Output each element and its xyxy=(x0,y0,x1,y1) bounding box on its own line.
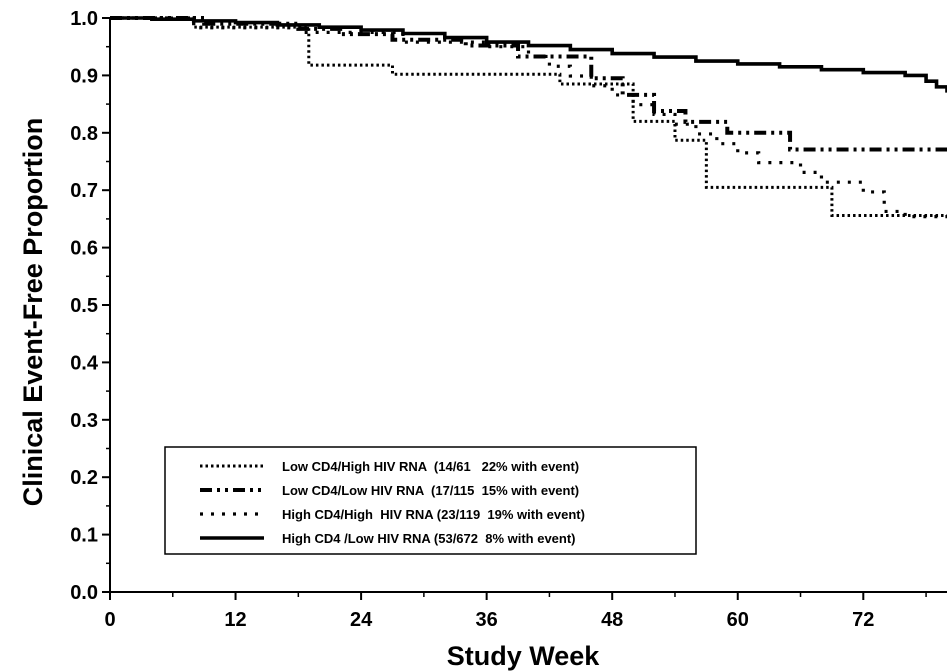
x-tick-label: 24 xyxy=(350,609,373,631)
y-tick-label: 1.0 xyxy=(70,8,98,30)
plot-area: 0.0 0.1 0.2 0.3 0.4 0.5 0.6 0.7 0.8 0.9 1.0 0 12 24 3… xyxy=(70,8,947,631)
legend-label-1: Low CD4/High HIV RNA (14/61 22% with eve… xyxy=(282,459,579,474)
y-tick-label: 0.7 xyxy=(70,180,98,202)
series-line-1 xyxy=(110,16,947,217)
legend-label-2: Low CD4/Low HIV RNA (17/115 15% with eve… xyxy=(282,483,579,498)
x-tick-label: 0 xyxy=(104,609,115,631)
x-tick-label: 36 xyxy=(476,609,498,631)
x-tick-label: 72 xyxy=(852,609,874,631)
y-tick-label: 0.4 xyxy=(70,352,99,374)
x-tick-label: 48 xyxy=(601,609,623,631)
series-line-3 xyxy=(110,16,947,222)
series-line-4 xyxy=(110,16,947,93)
y-tick-label: 0.1 xyxy=(70,525,98,547)
legend-label-3: High CD4/High HIV RNA (23/119 19% with e… xyxy=(282,507,585,522)
y-tick-label: 0.6 xyxy=(70,238,98,260)
y-axis-title: Clinical Event-Free Proportion xyxy=(18,118,48,507)
legend-box xyxy=(164,446,697,555)
x-axis-title: Study Week xyxy=(447,641,601,671)
y-axis-ticks: 0.0 0.1 0.2 0.3 0.4 0.5 0.6 0.7 0.8 0.9 1.0 xyxy=(70,8,110,604)
legend: Low CD4/High HIV RNA (14/61 22% with eve… xyxy=(164,446,697,555)
y-tick-label: 0.0 xyxy=(70,582,98,604)
y-tick-label: 0.8 xyxy=(70,123,98,145)
legend-label-4: High CD4 /Low HIV RNA (53/672 8% with ev… xyxy=(282,531,576,546)
y-tick-label: 0.2 xyxy=(70,467,98,489)
x-tick-label: 12 xyxy=(224,609,246,631)
y-tick-label: 0.5 xyxy=(70,295,98,317)
series-lines xyxy=(110,16,947,222)
x-axis-ticks: 0 12 24 36 48 60 72 xyxy=(104,592,927,631)
y-tick-label: 0.9 xyxy=(70,65,98,87)
y-tick-label: 0.3 xyxy=(70,410,98,432)
legend-entries: Low CD4/High HIV RNA (14/61 22% with eve… xyxy=(200,459,585,546)
x-tick-label: 60 xyxy=(727,609,749,631)
series-line-2 xyxy=(110,16,947,152)
